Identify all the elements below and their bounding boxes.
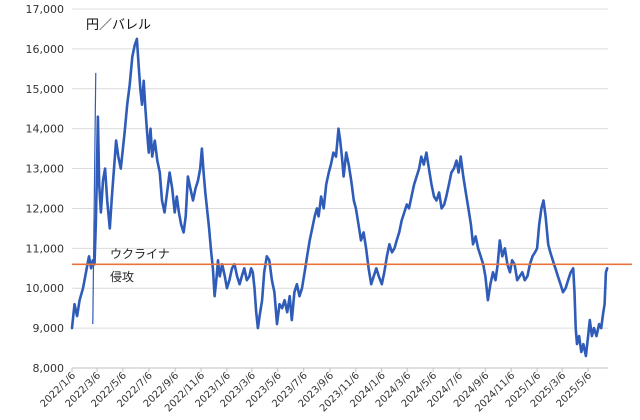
y-tick-label: 9,000 — [33, 322, 65, 335]
y-tick-label: 13,000 — [26, 163, 65, 176]
spike-line — [92, 72, 97, 325]
y-tick-label: 12,000 — [26, 202, 65, 215]
y-tick-label: 17,000 — [26, 3, 65, 16]
x-axis-ticks: 2022/1/62022/3/62022/5/62022/7/62022/9/6… — [39, 368, 594, 414]
unit-label: 円／バレル — [86, 18, 151, 33]
y-tick-label: 10,000 — [26, 282, 65, 295]
chart-grid — [72, 8, 608, 369]
price-series-line — [70, 37, 609, 358]
annotation-line2: 侵攻 — [110, 269, 134, 284]
y-tick-label: 15,000 — [26, 83, 65, 96]
y-tick-label: 14,000 — [26, 123, 65, 136]
y-tick-label: 8,000 — [33, 362, 65, 375]
annotation-line1: ウクライナ — [110, 247, 170, 261]
y-axis-ticks: 8,000 9,000 10,000 11,000 12,000 13,000 14,000… — [26, 3, 65, 375]
chart-series — [70, 37, 632, 358]
y-tick-label: 11,000 — [26, 242, 65, 255]
y-tick-label: 16,000 — [26, 43, 65, 56]
